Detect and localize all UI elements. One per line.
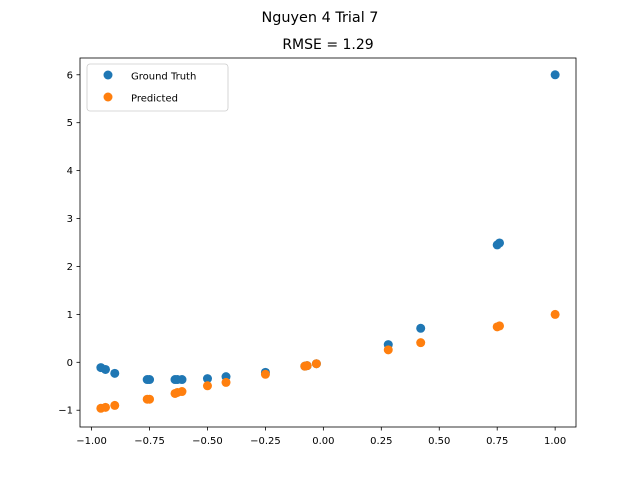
y-tick-label: 0: [67, 358, 73, 369]
chart-suptitle: Nguyen 4 Trial 7: [262, 10, 379, 26]
y-tick-label: 6: [67, 70, 73, 81]
legend-label-ground-truth: Ground Truth: [131, 72, 196, 83]
ground-truth-point: [177, 375, 186, 384]
legend-label-predicted: Predicted: [131, 94, 178, 105]
predicted-point: [551, 310, 560, 319]
predicted-point: [303, 361, 312, 370]
predicted-point: [145, 395, 154, 404]
predicted-point: [495, 321, 504, 330]
y-tick-label: 3: [67, 214, 73, 225]
predicted-point: [177, 387, 186, 396]
predicted-point: [312, 359, 321, 368]
x-tick-label: −0.25: [250, 436, 281, 447]
x-tick-label: 0.25: [370, 436, 392, 447]
y-tick-label: 2: [67, 262, 73, 273]
ground-truth-point: [416, 324, 425, 333]
predicted-point: [222, 378, 231, 387]
x-tick-label: −1.00: [76, 436, 107, 447]
predicted-point: [101, 403, 110, 412]
predicted-point: [416, 338, 425, 347]
ground-truth-point: [101, 365, 110, 374]
y-tick-label: 5: [67, 118, 73, 129]
y-tick-label: 4: [67, 166, 73, 177]
x-tick-label: 0.75: [486, 436, 508, 447]
ground-truth-point: [145, 375, 154, 384]
chart-title: RMSE = 1.29: [282, 37, 373, 53]
y-tick-label: −1: [58, 406, 73, 417]
ground-truth-point: [495, 238, 504, 247]
x-tick-label: 0.00: [312, 436, 334, 447]
predicted-point: [384, 345, 393, 354]
y-tick-label: 1: [67, 310, 73, 321]
predicted-point: [203, 381, 212, 390]
predicted-point: [261, 370, 270, 379]
x-tick-label: 1.00: [544, 436, 566, 447]
predicted-point: [110, 401, 119, 410]
legend-marker-predicted: [104, 93, 113, 102]
ground-truth-point: [551, 70, 560, 79]
x-tick-label: 0.50: [428, 436, 450, 447]
ground-truth-point: [110, 369, 119, 378]
legend-marker-ground-truth: [104, 71, 113, 80]
x-tick-label: −0.50: [192, 436, 223, 447]
x-tick-label: −0.75: [134, 436, 165, 447]
